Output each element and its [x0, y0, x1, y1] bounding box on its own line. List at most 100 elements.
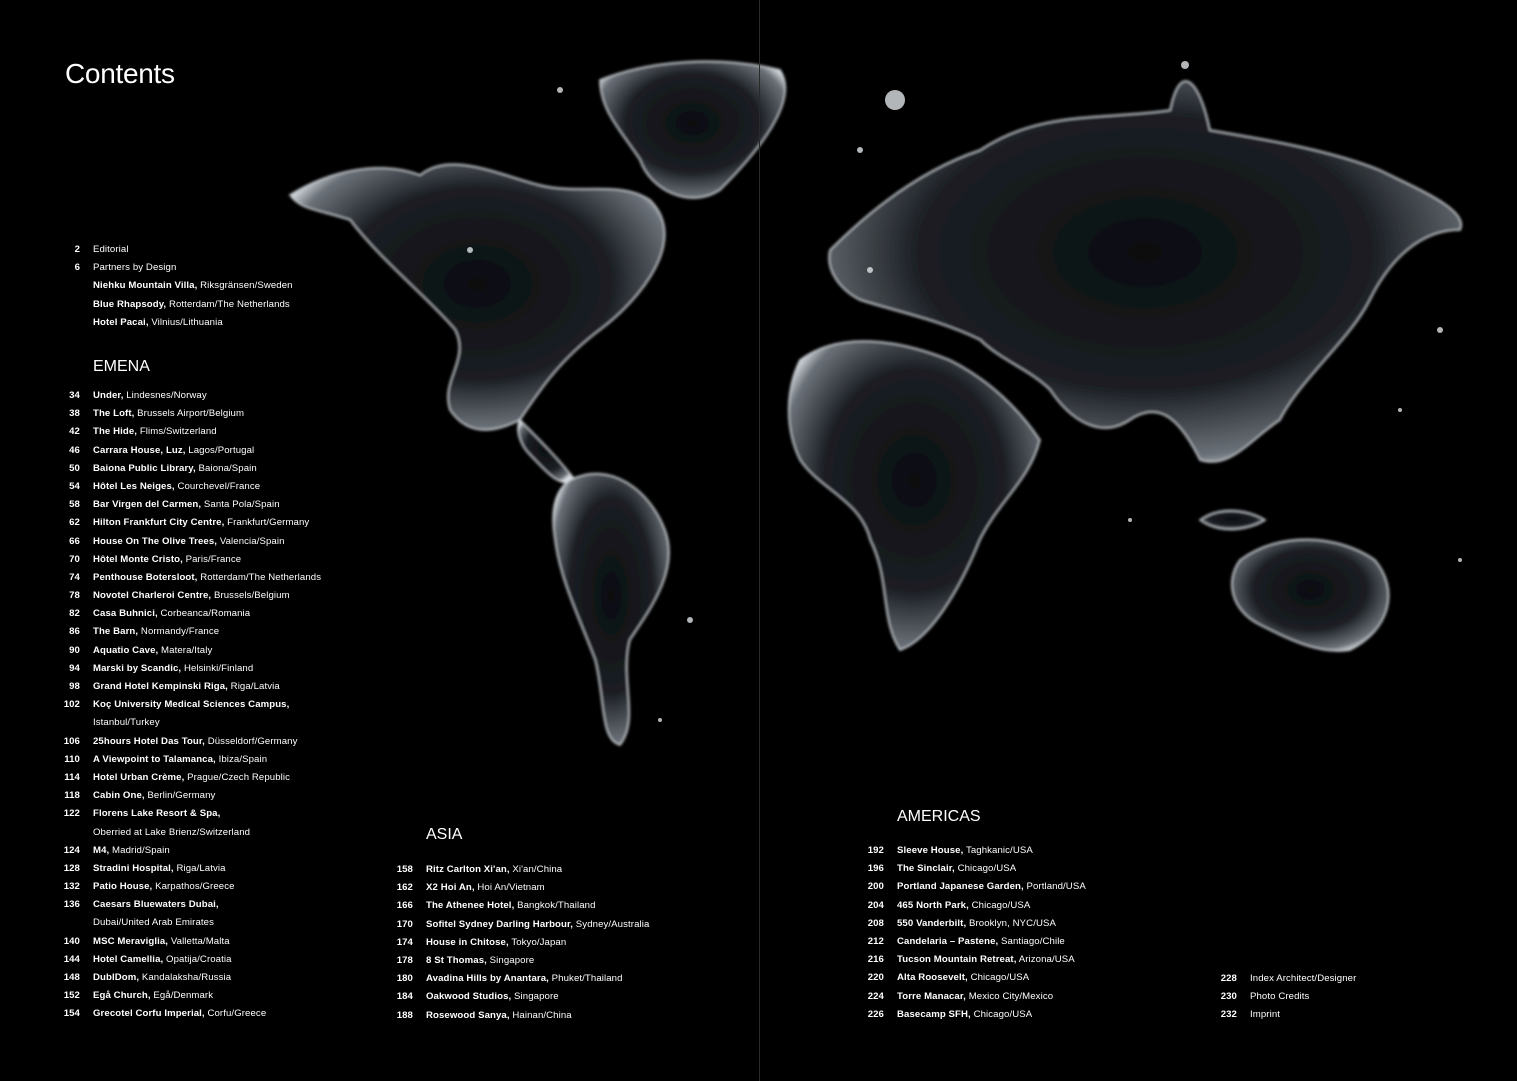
entry-title: MSC Meraviglia, Valletta/Malta: [93, 933, 230, 951]
project-name: Baiona Public Library,: [93, 462, 196, 474]
location: Hainan/China: [509, 1009, 572, 1021]
entry-title: Partners by Design: [93, 259, 176, 277]
entry-title: Egå Church, Egå/Denmark: [93, 987, 213, 1005]
project-name: 550 Vanderbilt,: [897, 917, 967, 929]
page-number: 102: [63, 699, 80, 711]
project-name: Grecotel Corfu Imperial,: [93, 1008, 205, 1020]
project-name: MSC Meraviglia,: [93, 935, 169, 947]
entry-title: The Barn, Normandy/France: [93, 623, 219, 641]
location: Xi'an/China: [509, 864, 563, 875]
page-number: 90: [69, 644, 80, 656]
entry-title: Penthouse Botersloot, Rotterdam/The Neth…: [93, 569, 321, 587]
page-number: 136: [63, 899, 80, 911]
project-name: House in Chitose,: [426, 936, 509, 948]
location: Taghkanic/USA: [963, 845, 1033, 856]
location: Hoi An/Vietnam: [474, 882, 545, 894]
entry-title: Koç University Medical Sciences Campus,: [93, 696, 289, 714]
page-number: 110: [64, 753, 80, 765]
project-name: House On The Olive Trees,: [93, 535, 218, 547]
location: Istanbul/Turkey: [93, 717, 160, 729]
project-name: The Sinclair,: [897, 863, 955, 875]
project-name: Candelaria – Pastene,: [897, 935, 999, 947]
page-number: 78: [69, 590, 80, 602]
section-heading-emena: EMENA: [93, 358, 150, 375]
location: Santa Pola/Spain: [201, 499, 280, 511]
project-name: Hôtel Monte Cristo,: [93, 553, 183, 565]
page-number: 46: [69, 444, 80, 456]
project-name: Penthouse Botersloot,: [93, 571, 198, 583]
project-name: The Barn,: [93, 626, 139, 638]
page-number: 82: [69, 608, 80, 620]
entry-title: Candelaria – Pastene, Santiago/Chile: [897, 933, 1065, 951]
project-name: The Athenee Hotel,: [426, 900, 515, 912]
project-name: Casa Buhnici,: [93, 608, 158, 620]
location: Partners by Design: [93, 262, 177, 274]
page-number: 192: [867, 845, 884, 856]
location: Ibiza/Spain: [215, 753, 268, 765]
entry-title: X2 Hoi An, Hoi An/Vietnam: [426, 879, 545, 897]
page-number: 86: [69, 626, 80, 638]
project-name: Ritz Carlton Xi'an,: [426, 864, 510, 875]
page-number: 98: [69, 681, 80, 692]
entry-title: Blue Rhapsody, Rotterdam/The Netherlands: [93, 296, 290, 314]
entry-title: DublDom, Kandalaksha/Russia: [93, 969, 231, 987]
project-name: 25hours Hotel Das Tour,: [93, 735, 205, 747]
page-number: 188: [396, 1009, 413, 1021]
location: Index Architect/Designer: [1250, 973, 1357, 984]
project-name: Hilton Frankfurt City Centre,: [93, 517, 225, 529]
page-number: 174: [396, 936, 413, 948]
entry-title: The Athenee Hotel, Bangkok/Thailand: [426, 897, 596, 915]
project-name: Sofitel Sydney Darling Harbour,: [426, 918, 574, 930]
entry-title: Hotel Urban Crème, Prague/Czech Republic: [93, 769, 290, 787]
project-name: 465 North Park,: [897, 899, 969, 911]
entry-title: Hotel Camellia, Opatija/Croatia: [93, 951, 232, 969]
entry-title: Hilton Frankfurt City Centre, Frankfurt/…: [93, 514, 309, 532]
project-name: Marski by Scandic,: [93, 662, 182, 674]
page-number: 166: [396, 900, 413, 912]
page-number: 178: [396, 954, 413, 966]
location: Prague/Czech Republic: [184, 771, 291, 783]
entry-title: Sleeve House, Taghkanic/USA: [897, 842, 1033, 860]
entry-title: Under, Lindesnes/Norway: [93, 387, 207, 405]
location: Santiago/Chile: [998, 935, 1065, 947]
entry-title: Hôtel Monte Cristo, Paris/France: [93, 551, 241, 569]
project-name: The Hide,: [93, 426, 138, 438]
entry-title: Portland Japanese Garden, Portland/USA: [897, 878, 1086, 896]
project-name: Basecamp SFH,: [897, 1008, 971, 1020]
entry-title: Tucson Mountain Retreat, Arizona/USA: [897, 951, 1075, 969]
page-number: 132: [63, 881, 80, 893]
location: Karpathos/Greece: [152, 881, 235, 893]
entry-title: Photo Credits: [1250, 988, 1309, 1006]
location: Corfu/Greece: [204, 1008, 267, 1020]
project-name: Portland Japanese Garden,: [897, 881, 1024, 893]
project-name: Sleeve House,: [897, 845, 964, 856]
project-name: Florens Lake Resort & Spa,: [93, 808, 221, 820]
project-name: Bar Virgen del Carmen,: [93, 499, 202, 511]
location: Normandy/France: [138, 626, 220, 638]
location: Dubai/United Arab Emirates: [93, 917, 214, 929]
location: Singapore: [511, 991, 559, 1003]
location: Brooklyn, NYC/USA: [966, 917, 1056, 929]
page-number: 34: [69, 390, 80, 401]
page-number: 148: [63, 972, 80, 983]
project-name: Hotel Urban Crème,: [93, 771, 185, 783]
location: Chicago/USA: [970, 1008, 1033, 1020]
project-name: A Viewpoint to Talamanca,: [93, 753, 216, 765]
page-number: 196: [867, 863, 884, 875]
page-number: 74: [69, 571, 80, 583]
page-number: 226: [867, 1008, 884, 1020]
location: Egå/Denmark: [150, 990, 214, 1002]
entry-title: The Sinclair, Chicago/USA: [897, 860, 1016, 878]
location: Frankfurt/Germany: [224, 517, 310, 529]
project-name: Grand Hotel Kempinski Riga,: [93, 681, 228, 692]
location: Riga/Latvia: [227, 681, 280, 692]
project-name: Avadina Hills by Anantara,: [426, 973, 549, 985]
entry-title: Florens Lake Resort & Spa,: [93, 805, 220, 823]
entry-title: Imprint: [1250, 1006, 1280, 1024]
project-name: Caesars Bluewaters Dubai,: [93, 899, 219, 911]
page-number: 230: [1220, 991, 1237, 1003]
location: Riga/Latvia: [173, 862, 226, 874]
project-name: Patio House,: [93, 881, 153, 893]
page-number: 204: [867, 899, 884, 911]
location: Rotterdam/The Netherlands: [166, 298, 290, 310]
